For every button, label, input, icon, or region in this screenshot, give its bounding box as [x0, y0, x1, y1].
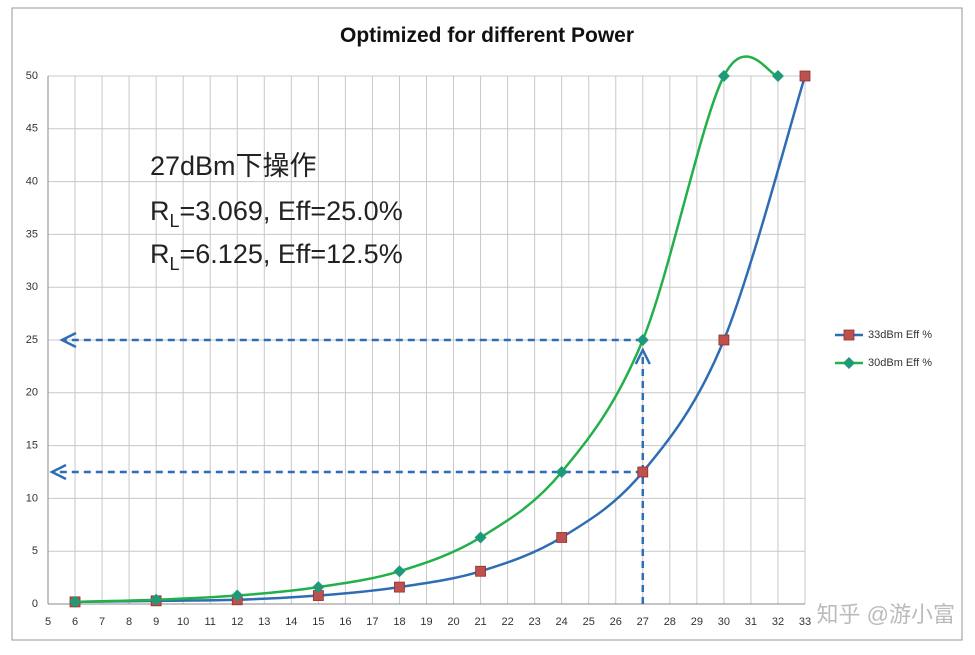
marker	[771, 70, 784, 82]
marker	[556, 532, 568, 543]
x-tick-label: 14	[285, 616, 297, 628]
annotation-sub: L	[170, 211, 180, 231]
marker	[393, 565, 406, 578]
marker	[636, 334, 649, 346]
y-tick-label: 0	[32, 598, 38, 610]
marker	[394, 581, 405, 593]
arrow-head	[634, 347, 651, 365]
x-tick-label: 33	[799, 616, 811, 628]
x-tick-label: 29	[691, 616, 703, 628]
y-tick-label: 35	[26, 228, 38, 240]
chart-frame	[11, 7, 963, 641]
x-tick-label: 15	[312, 616, 324, 628]
watermark: 知乎 @游小富	[817, 602, 955, 627]
x-tick-label: 10	[177, 616, 189, 628]
x-tick-label: 19	[420, 616, 432, 628]
x-tick-label: 23	[529, 616, 541, 628]
x-tick-label: 11	[205, 616, 216, 628]
x-tick-label: 32	[772, 616, 784, 628]
annotation: 27dBm下操作	[150, 151, 317, 181]
marker	[312, 581, 325, 594]
y-tick-label: 50	[26, 70, 38, 82]
annotation-part: R	[150, 196, 170, 226]
x-tick-label: 31	[745, 616, 757, 628]
y-tick-label: 5	[32, 545, 38, 557]
legend-label: 30dBm Eff %	[868, 357, 932, 369]
marker	[718, 334, 730, 346]
guide-arrow	[49, 463, 643, 481]
x-tick-label: 5	[45, 616, 51, 628]
x-tick-label: 12	[231, 616, 243, 628]
legend-label: 33dBm Eff %	[868, 329, 932, 341]
arrow-head	[59, 331, 77, 349]
marker	[555, 466, 568, 478]
marker	[799, 70, 811, 82]
x-tick-label: 22	[501, 616, 513, 628]
y-tick-label: 30	[26, 281, 38, 293]
marker	[843, 329, 855, 341]
annotation: RL=3.069, Eff=25.0%	[150, 196, 403, 231]
chart-title: Optimized for different Power	[340, 24, 634, 47]
x-tick-label: 8	[126, 616, 132, 628]
x-tick-label: 13	[258, 616, 270, 628]
x-tick-label: 16	[339, 616, 351, 628]
y-tick-label: 10	[26, 492, 38, 504]
y-tick-label: 15	[26, 440, 38, 452]
x-tick-label: 28	[664, 616, 676, 628]
marker	[474, 531, 487, 544]
annotation: RL=6.125, Eff=12.5%	[150, 239, 403, 274]
y-tick-label: 25	[26, 334, 38, 346]
x-tick-label: 27	[637, 616, 649, 628]
x-tick-label: 21	[474, 616, 486, 628]
x-tick-label: 30	[718, 616, 730, 628]
y-tick-label: 40	[26, 176, 38, 188]
legend-item: 30dBm Eff %	[835, 357, 932, 369]
x-tick-label: 9	[153, 616, 159, 628]
x-tick-label: 20	[447, 616, 459, 628]
y-tick-label: 45	[26, 123, 38, 135]
x-tick-label: 17	[366, 616, 378, 628]
x-tick-label: 18	[393, 616, 405, 628]
annotation-part: R	[150, 239, 170, 269]
marker	[69, 595, 82, 608]
arrow-head	[49, 463, 67, 481]
marker	[637, 466, 649, 478]
marker	[150, 593, 163, 606]
y-tick-label: 20	[26, 387, 38, 399]
x-tick-label: 25	[583, 616, 595, 628]
x-tick-label: 26	[610, 616, 622, 628]
guide-arrow	[59, 331, 643, 349]
annotation-sub: L	[170, 254, 180, 274]
x-tick-label: 7	[99, 616, 105, 628]
x-tick-label: 6	[72, 616, 78, 628]
marker	[231, 589, 244, 602]
x-tick-label: 24	[556, 616, 568, 628]
annotation-part: =6.125, Eff=12.5%	[180, 239, 403, 269]
marker	[717, 70, 730, 82]
marker	[843, 357, 855, 369]
marker	[475, 565, 486, 577]
annotation-group: 27dBm下操作 RL=3.069, Eff=25.0% RL=6.125, E…	[150, 151, 403, 274]
annotation-part: =3.069, Eff=25.0%	[180, 196, 403, 226]
legend-item: 33dBm Eff %	[835, 329, 932, 341]
